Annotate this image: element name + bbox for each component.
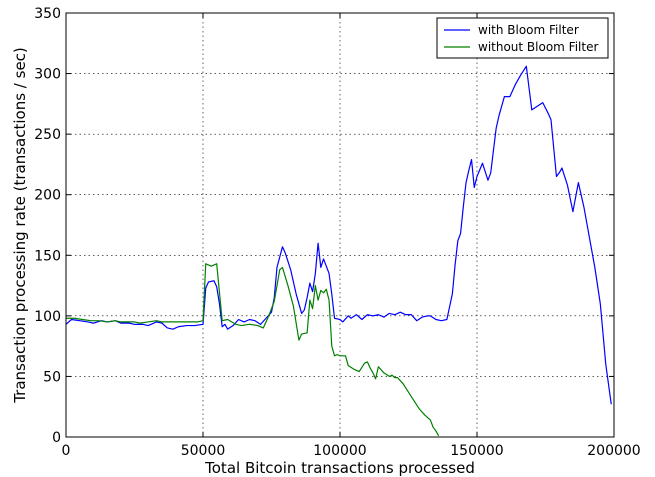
series-line-1 <box>65 65 612 405</box>
x-tick-label: 150000 <box>450 443 503 459</box>
x-tick-label: 100000 <box>313 443 366 459</box>
ticks: 0 50000 100000 150000 200000 0 50 100 150 200 250 3… <box>34 6 640 459</box>
legend-label-1: with Bloom Filter <box>478 23 579 37</box>
legend-label-2: without Bloom Filter <box>478 40 598 54</box>
series-line-2 <box>66 263 440 437</box>
x-axis-label: Total Bitcoin transactions processed <box>204 459 475 477</box>
y-axis-label: Transaction processing rate (transaction… <box>11 47 29 404</box>
y-tick-label: 200 <box>34 188 61 204</box>
y-tick-label: 250 <box>34 127 61 143</box>
grid <box>66 13 614 437</box>
y-tick-label: 0 <box>52 430 61 446</box>
y-tick-label: 100 <box>34 309 61 325</box>
y-tick-label: 350 <box>34 6 61 22</box>
x-tick-label: 50000 <box>181 443 226 459</box>
x-tick-label: 0 <box>62 443 71 459</box>
y-tick-label: 300 <box>34 67 61 83</box>
y-tick-label: 150 <box>34 248 61 264</box>
y-tick-label: 50 <box>43 369 61 385</box>
series-layer <box>65 65 612 437</box>
x-tick-label: 200000 <box>587 443 640 459</box>
legend: with Bloom Filter without Bloom Filter <box>436 17 609 59</box>
legend-box <box>436 17 609 59</box>
